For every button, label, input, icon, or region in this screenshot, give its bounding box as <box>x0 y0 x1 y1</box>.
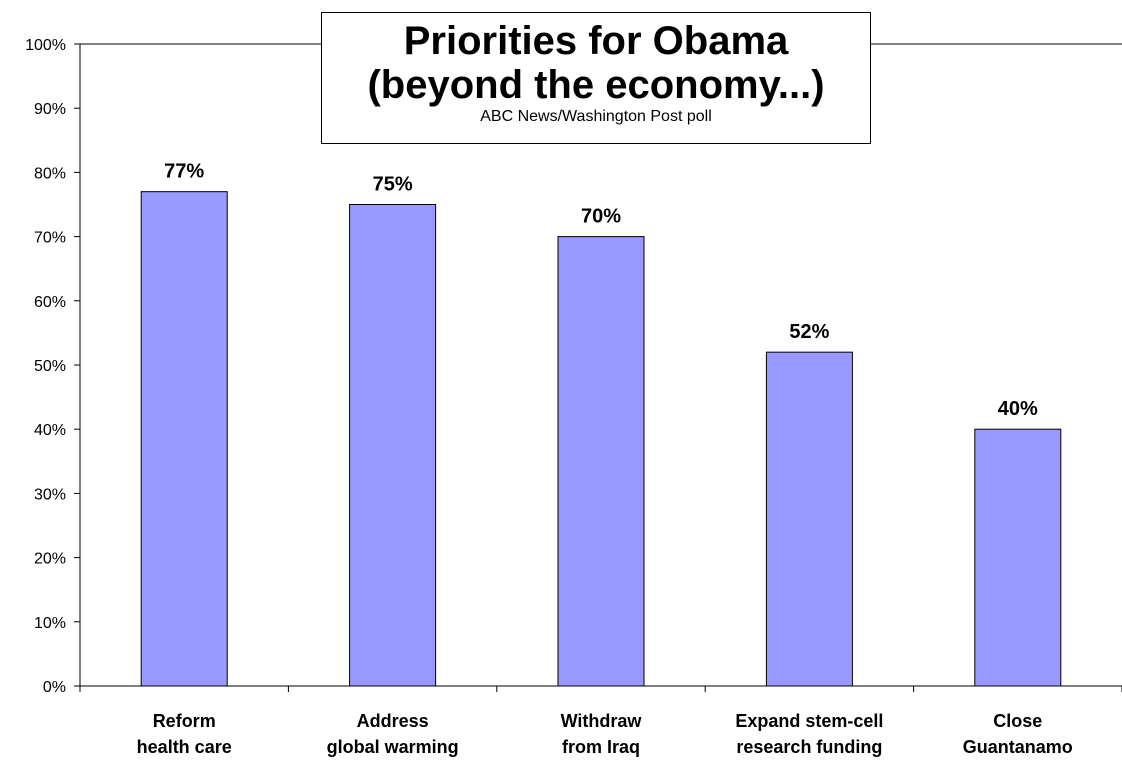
data-label: 77% <box>164 161 204 183</box>
bar <box>557 236 645 687</box>
bar <box>974 428 1062 687</box>
y-tick-label: 50% <box>34 358 66 375</box>
y-tick-label: 30% <box>34 486 66 503</box>
x-category-label: health care <box>137 737 232 757</box>
bar <box>765 351 853 687</box>
chart-subtitle: ABC News/Washington Post poll <box>480 108 712 125</box>
x-category-label: Reform <box>153 711 216 731</box>
x-category-label: Withdraw <box>561 711 643 731</box>
y-tick-label: 100% <box>25 37 66 54</box>
y-tick-label: 70% <box>34 230 66 247</box>
x-category-label: research funding <box>736 737 882 757</box>
x-category-label: global warming <box>327 737 459 757</box>
y-tick-label: 60% <box>34 294 66 311</box>
y-tick-label: 0% <box>43 679 66 696</box>
bar <box>140 191 228 687</box>
chart-title-box: Priorities for Obama (beyond the economy… <box>321 12 871 144</box>
x-category-label: Guantanamo <box>963 737 1073 757</box>
data-label: 75% <box>373 174 413 196</box>
x-category-label: Close <box>993 711 1042 731</box>
y-tick-label: 20% <box>34 551 66 568</box>
data-label: 70% <box>581 206 621 228</box>
chart-title-line-1: Priorities for Obama <box>403 19 789 63</box>
data-label: 52% <box>789 321 829 343</box>
x-category-label: Expand stem-cell <box>735 711 883 731</box>
x-category-label: Address <box>357 711 429 731</box>
y-tick-label: 10% <box>34 615 66 632</box>
y-tick-label: 40% <box>34 422 66 439</box>
data-label: 40% <box>998 398 1038 420</box>
chart-title-line-2: (beyond the economy...) <box>367 63 825 107</box>
y-tick-label: 80% <box>34 165 66 182</box>
x-category-label: from Iraq <box>562 737 640 757</box>
y-tick-label: 90% <box>34 101 66 118</box>
bar <box>349 204 437 687</box>
